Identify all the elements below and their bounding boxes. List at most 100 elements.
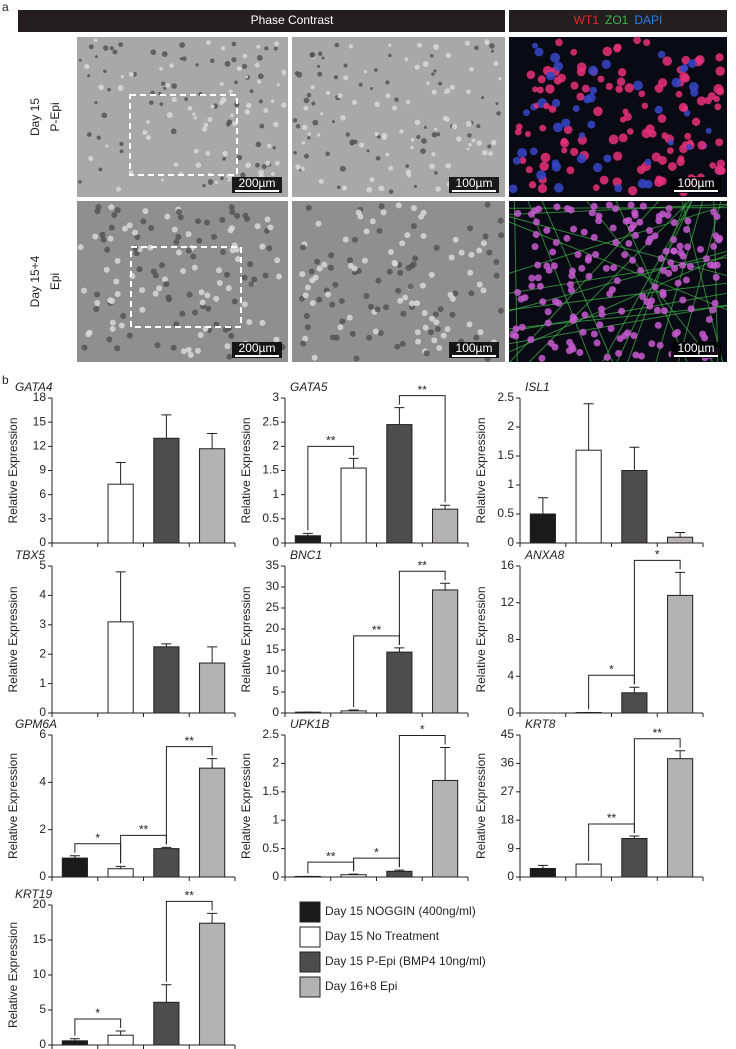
y-tick-label: 0: [507, 869, 514, 883]
texture: [247, 261, 254, 268]
texture: [633, 36, 641, 45]
texture: [276, 273, 283, 280]
texture: [546, 71, 556, 81]
texture: [458, 249, 465, 256]
texture: [226, 353, 233, 360]
texture: [563, 125, 573, 135]
legend-swatch: [299, 926, 321, 948]
texture: [605, 201, 613, 209]
y-tick-label: 10: [33, 967, 47, 981]
texture: [109, 325, 116, 332]
texture: [497, 307, 504, 314]
texture: [161, 276, 168, 283]
texture: [527, 336, 535, 344]
texture: [715, 53, 724, 62]
texture: [474, 45, 479, 51]
texture: [421, 309, 428, 316]
legend-label: Day 16+8 Epi: [325, 979, 397, 993]
texture: [674, 279, 682, 287]
texture: [514, 288, 522, 296]
scale-bar-label: 100µm: [678, 176, 715, 190]
texture: [276, 83, 280, 87]
y-tick-label: 1.5: [497, 448, 514, 462]
texture: [560, 138, 570, 148]
y-tick-label: 2: [272, 756, 279, 770]
texture: [325, 291, 332, 298]
texture: [625, 240, 633, 248]
texture: [317, 133, 321, 137]
texture: [468, 290, 475, 297]
bar: [294, 535, 321, 544]
texture: [496, 111, 501, 116]
stain-label: DAPI: [634, 13, 662, 27]
texture: [385, 80, 390, 85]
texture: [201, 126, 208, 132]
error-bar: [161, 846, 172, 849]
texture: [325, 90, 331, 96]
texture: [197, 332, 204, 339]
texture: [230, 113, 234, 118]
texture: [338, 297, 345, 304]
texture: [358, 82, 363, 87]
texture: [665, 204, 673, 212]
row-label-line: P-Epi: [48, 102, 62, 131]
texture: [303, 312, 310, 319]
texture: [553, 203, 561, 211]
texture: [410, 205, 417, 212]
texture: [202, 183, 206, 188]
texture: [410, 145, 414, 150]
texture: [414, 64, 420, 70]
texture: [431, 132, 438, 138]
texture: [394, 343, 401, 350]
texture: [684, 243, 692, 251]
row-label: Day 15 P-Epi: [28, 98, 62, 136]
texture: [598, 310, 606, 318]
texture: [629, 256, 637, 264]
texture: [539, 161, 549, 171]
texture: [553, 183, 564, 193]
texture: [579, 328, 587, 336]
texture: [538, 354, 546, 362]
texture: [309, 277, 316, 284]
texture: [391, 105, 398, 111]
texture: [654, 321, 662, 329]
texture: [588, 65, 599, 76]
texture: [194, 347, 201, 354]
texture: [645, 226, 653, 234]
texture: [273, 46, 278, 51]
texture: [667, 259, 675, 267]
texture: [139, 287, 146, 294]
legend-swatch: [299, 901, 321, 923]
bar: [199, 767, 226, 878]
texture: [651, 283, 659, 291]
bar: [667, 536, 694, 544]
texture: [292, 118, 298, 123]
texture: [484, 41, 489, 46]
texture: [191, 264, 198, 271]
texture: [449, 311, 456, 318]
texture: [261, 164, 267, 170]
y-axis-label: Relative Expression: [474, 586, 488, 692]
texture: [433, 319, 440, 326]
texture: [321, 261, 328, 268]
texture: [617, 68, 627, 77]
texture: [187, 105, 193, 111]
texture: [317, 64, 321, 68]
texture: [94, 55, 98, 59]
texture: [702, 255, 710, 263]
texture: [77, 244, 84, 251]
texture: [241, 301, 248, 308]
texture: [448, 254, 455, 261]
texture: [395, 202, 402, 209]
texture: [220, 46, 226, 51]
error-bar: [161, 414, 172, 439]
texture: [211, 233, 218, 240]
texture: [94, 101, 98, 105]
texture: [531, 243, 539, 251]
y-tick-label: 0.5: [262, 841, 279, 855]
texture: [349, 330, 356, 337]
texture: [207, 179, 214, 185]
texture: [532, 42, 539, 49]
texture: [241, 63, 248, 69]
